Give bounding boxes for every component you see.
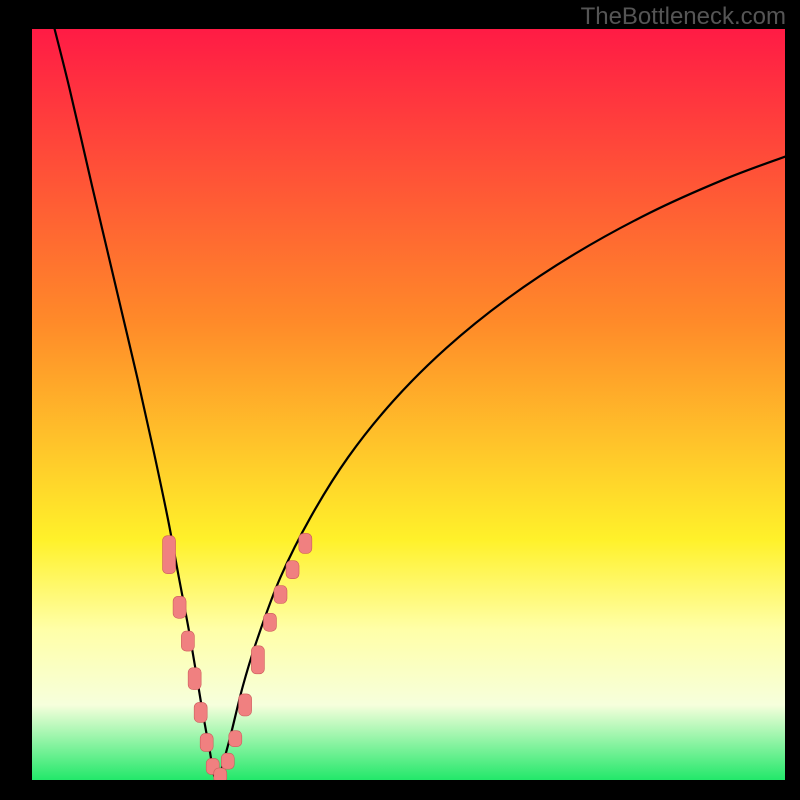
marker: [173, 596, 186, 618]
curve-path: [55, 29, 785, 780]
marker: [239, 694, 252, 716]
chart-frame: TheBottleneck.com: [0, 0, 800, 800]
marker: [274, 586, 287, 604]
marker: [263, 613, 276, 631]
marker: [221, 753, 234, 769]
marker: [251, 646, 264, 674]
marker: [299, 533, 312, 553]
markers-group: [163, 533, 312, 780]
marker: [229, 731, 242, 747]
marker: [214, 768, 227, 780]
marker: [188, 668, 201, 690]
marker: [194, 702, 207, 722]
marker: [163, 536, 176, 574]
watermark-text: TheBottleneck.com: [581, 3, 786, 31]
chart-svg: [32, 29, 785, 780]
marker: [286, 561, 299, 579]
marker: [200, 733, 213, 751]
marker: [181, 631, 194, 651]
plot-area: [32, 29, 785, 780]
